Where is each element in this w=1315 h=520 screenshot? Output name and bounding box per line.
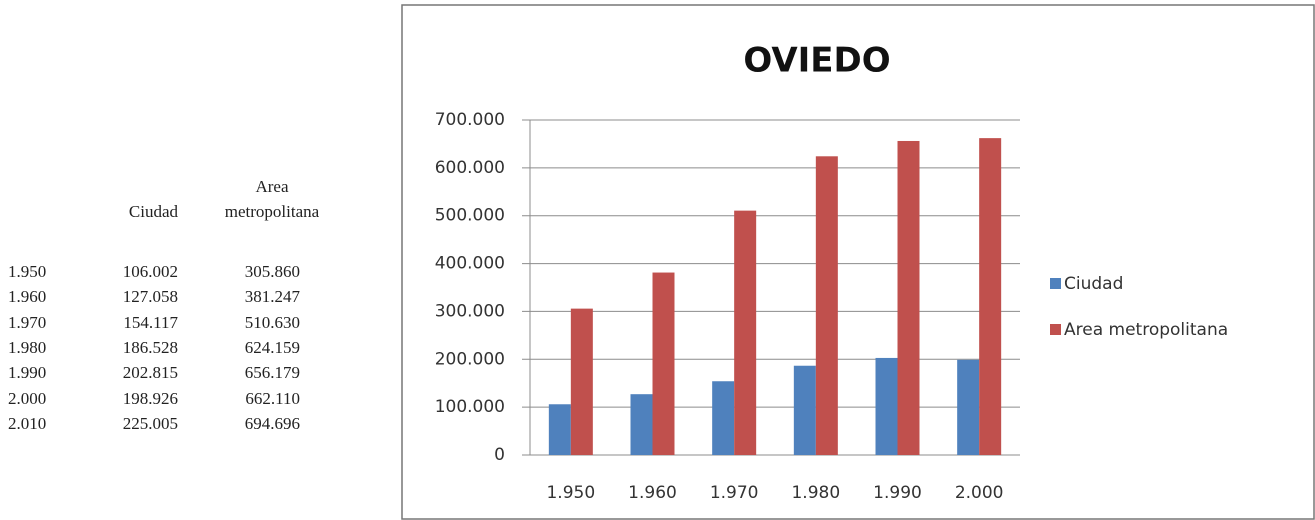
legend-label: Area metropolitana <box>1064 320 1228 340</box>
table-cell: 202.815 <box>122 363 178 383</box>
bar <box>815 156 838 455</box>
x-tick-label: 1.980 <box>791 483 840 503</box>
table-cell: 1.990 <box>8 363 47 383</box>
legend-swatch <box>1050 278 1061 289</box>
table-cell: 127.058 <box>122 287 178 307</box>
table-cell: 381.247 <box>244 287 300 307</box>
bar <box>712 381 735 455</box>
y-tick-label: 500.000 <box>435 206 505 226</box>
table-cell: 656.179 <box>244 363 300 383</box>
table-cell: 1.950 <box>8 262 47 281</box>
table-cell: 1.970 <box>8 312 47 332</box>
bar <box>897 140 920 455</box>
chart-frame <box>401 4 1315 520</box>
bar <box>570 308 593 455</box>
x-tick-label: 2.000 <box>955 483 1004 503</box>
table-cell: 225.005 <box>122 413 178 433</box>
bar <box>957 359 980 455</box>
table-cell: 198.926 <box>122 388 178 408</box>
y-tick-label: 100.000 <box>435 397 505 417</box>
legend-swatch <box>1050 324 1061 335</box>
y-tick-label: 400.000 <box>435 254 505 274</box>
table-cell: 154.117 <box>123 312 178 332</box>
x-tick-label: 1.950 <box>546 483 595 503</box>
bar <box>979 138 1002 456</box>
table-cell: 186.528 <box>122 337 178 357</box>
table-cell: 510.630 <box>244 312 300 332</box>
column-header: Ciudad <box>128 202 178 221</box>
y-tick-label: 600.000 <box>435 158 505 178</box>
x-tick-label: 1.960 <box>628 483 677 503</box>
table-cell: 694.696 <box>244 413 300 433</box>
table-cell: 662.110 <box>245 388 300 408</box>
y-tick-label: 200.000 <box>435 349 505 369</box>
bar <box>793 365 816 455</box>
y-tick-label: 300.000 <box>435 301 505 321</box>
table-cell: 106.002 <box>122 262 178 281</box>
y-tick-label: 0 <box>494 445 505 465</box>
table-cell: 305.860 <box>244 262 300 281</box>
bar <box>734 210 757 455</box>
bar <box>630 394 653 455</box>
x-tick-label: 1.970 <box>710 483 759 503</box>
legend-label: Ciudad <box>1064 274 1123 294</box>
chart-title: OVIEDO <box>743 41 890 81</box>
table-cell: 2.010 <box>8 413 47 433</box>
y-tick-label: 700.000 <box>435 110 505 130</box>
x-tick-label: 1.990 <box>873 483 922 503</box>
table-cell: 624.159 <box>244 337 300 357</box>
bar <box>875 357 898 455</box>
table-cell: 2.000 <box>8 388 47 408</box>
column-header: Area metropolitana <box>224 177 320 221</box>
bar <box>548 404 571 455</box>
bar <box>652 272 675 455</box>
table-cell: 1.960 <box>8 287 47 307</box>
table-cell: 1.980 <box>8 337 47 357</box>
